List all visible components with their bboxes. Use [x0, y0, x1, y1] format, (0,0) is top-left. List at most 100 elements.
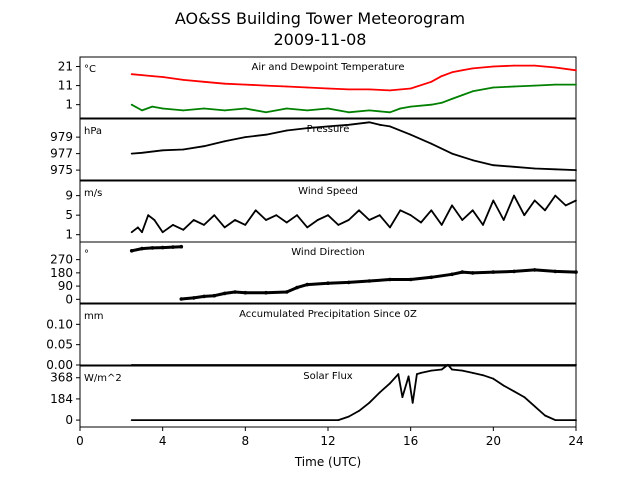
data-point	[223, 82, 226, 85]
data-point	[440, 101, 443, 104]
data-point	[408, 277, 413, 282]
data-point	[471, 67, 474, 70]
data-point	[182, 109, 185, 112]
data-point	[285, 107, 288, 110]
data-point	[203, 107, 205, 110]
data-point	[368, 121, 371, 124]
data-point	[388, 277, 392, 282]
data-point	[533, 84, 536, 87]
data-point	[482, 374, 484, 377]
data-point	[130, 231, 133, 234]
data-point	[141, 109, 143, 112]
data-point	[554, 194, 557, 197]
data-point	[179, 297, 184, 301]
data-point	[244, 224, 247, 226]
data-point	[326, 281, 330, 286]
data-point	[420, 221, 422, 224]
data-point	[575, 364, 577, 366]
data-point	[389, 111, 391, 114]
data-point	[502, 384, 505, 387]
data-point	[533, 199, 536, 202]
data-point	[440, 368, 443, 371]
data-point	[244, 136, 247, 139]
data-point	[296, 214, 298, 217]
data-point	[179, 244, 184, 249]
data-point	[316, 219, 319, 221]
data-point	[471, 159, 474, 162]
data-point	[265, 219, 267, 221]
data-point	[471, 372, 474, 374]
data-point	[544, 414, 546, 417]
data-point	[451, 368, 453, 371]
data-point	[265, 133, 267, 136]
data-point	[358, 209, 360, 212]
data-point	[275, 214, 278, 217]
data-point	[409, 105, 412, 108]
data-point	[401, 396, 404, 398]
data-point	[161, 76, 164, 78]
data-point	[512, 269, 516, 274]
data-point	[347, 88, 350, 91]
data-point	[554, 83, 557, 86]
data-point	[202, 294, 206, 299]
data-point	[471, 90, 474, 93]
data-point	[130, 152, 133, 155]
data-point	[564, 204, 567, 207]
data-point	[440, 75, 443, 77]
data-point	[491, 270, 496, 274]
data-point	[212, 293, 217, 298]
y-tick-label: 184	[50, 392, 73, 406]
data-point	[243, 290, 248, 295]
data-point	[213, 214, 216, 217]
y-tick-label: 1	[65, 228, 73, 242]
data-point	[492, 86, 495, 89]
y-tick-label: 270	[50, 253, 73, 267]
data-point	[244, 83, 247, 86]
x-tick-label: 0	[76, 434, 84, 448]
y-tick-label: 0	[65, 413, 73, 427]
y-tick-label: 9	[65, 189, 73, 203]
data-point	[430, 103, 433, 106]
data-point	[153, 219, 156, 221]
data-point	[161, 107, 164, 110]
data-point	[130, 364, 133, 366]
data-point	[306, 226, 309, 229]
data-point	[470, 271, 475, 275]
data-point	[461, 219, 464, 221]
data-point	[337, 224, 340, 226]
data-point	[141, 74, 143, 76]
data-point	[182, 228, 185, 231]
data-point	[161, 231, 164, 234]
data-point	[140, 246, 144, 251]
y-tick-label: 180	[50, 266, 73, 280]
data-point	[327, 107, 329, 110]
data-point	[254, 209, 257, 212]
data-point	[513, 165, 515, 168]
data-point	[554, 66, 557, 69]
data-point	[523, 396, 526, 398]
data-point	[575, 69, 577, 72]
data-point	[399, 209, 402, 212]
y-tick-label: 0.05	[46, 338, 73, 352]
x-tick-label: 8	[242, 434, 250, 448]
data-point	[416, 373, 418, 375]
data-point	[346, 280, 351, 285]
y-tick-label: 5	[65, 208, 73, 222]
x-tick-label: 16	[403, 434, 418, 448]
data-point	[368, 109, 371, 112]
data-point	[397, 373, 400, 375]
figure-title: AO&SS Building Tower Meteorogram	[175, 9, 465, 28]
data-point	[161, 149, 164, 152]
data-point	[285, 85, 288, 88]
data-point	[447, 363, 449, 366]
data-point	[327, 125, 329, 128]
panel-title: Accumulated Precipitation Since 0Z	[239, 309, 417, 320]
data-point	[451, 98, 453, 100]
data-point	[265, 84, 267, 87]
data-point	[544, 209, 546, 212]
data-point	[347, 219, 350, 221]
data-point	[306, 109, 309, 112]
data-point	[368, 88, 371, 91]
